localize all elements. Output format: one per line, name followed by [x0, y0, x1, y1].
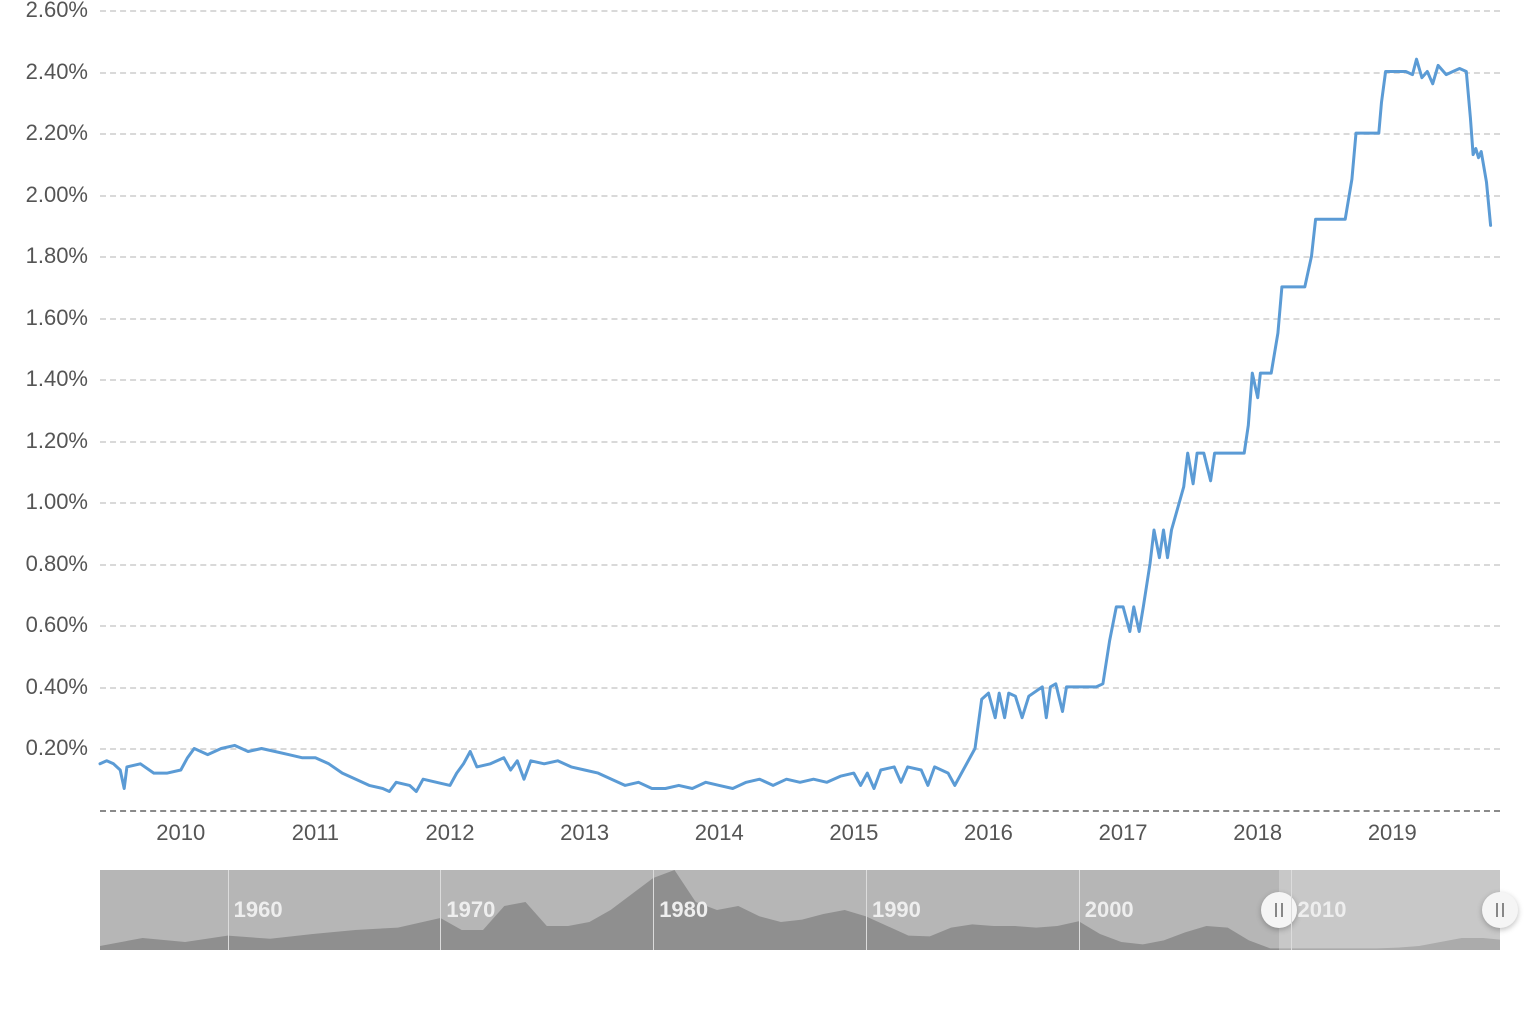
x-tick-label: 2015	[829, 810, 878, 846]
x-tick-label: 2019	[1368, 810, 1417, 846]
navigator-decade-line	[1291, 870, 1292, 950]
navigator-decade-line	[228, 870, 229, 950]
handle-grip-icon	[1275, 903, 1277, 917]
y-tick-label: 2.40%	[26, 59, 100, 85]
handle-grip-icon	[1502, 903, 1504, 917]
navigator-decade-label: 2010	[1297, 897, 1346, 923]
navigator-decade-label: 1970	[446, 897, 495, 923]
y-tick-label: 0.80%	[26, 551, 100, 577]
y-tick-label: 1.40%	[26, 366, 100, 392]
handle-grip-icon	[1281, 903, 1283, 917]
y-tick-label: 2.00%	[26, 182, 100, 208]
plot-area: 0.20%0.40%0.60%0.80%1.00%1.20%1.40%1.60%…	[100, 10, 1500, 810]
chart-container: 0.20% 0.40% 0.60% 0.80% 1.00% 1.20% 1.40% 1.60%…	[0, 0, 1525, 1027]
navigator-decade-line	[440, 870, 441, 950]
y-tick-label: 0.60%	[26, 612, 100, 638]
x-tick-label: 2010	[156, 810, 205, 846]
x-tick-label: 2018	[1233, 810, 1282, 846]
navigator-decade-label: 1960	[234, 897, 283, 923]
navigator-decade-line	[653, 870, 654, 950]
navigator-handle-right[interactable]	[1482, 892, 1518, 928]
navigator-decade-label: 1980	[659, 897, 708, 923]
y-tick-label: 1.80%	[26, 243, 100, 269]
x-tick-label: 2013	[560, 810, 609, 846]
navigator-decade-line	[1079, 870, 1080, 950]
x-tick-label: 2014	[695, 810, 744, 846]
navigator-decade-label: 1990	[872, 897, 921, 923]
y-tick-label: 0.40%	[26, 674, 100, 700]
range-navigator[interactable]: 1960 1970 1980 1990 2000 2010	[100, 870, 1500, 950]
y-tick-label: 0.20%	[26, 735, 100, 761]
x-tick-label: 2016	[964, 810, 1013, 846]
y-tick-label: 2.20%	[26, 120, 100, 146]
x-tick-label: 2012	[426, 810, 475, 846]
y-tick-label: 1.60%	[26, 305, 100, 331]
y-tick-label: 2.60%	[26, 0, 100, 23]
series-line	[100, 59, 1491, 791]
y-tick-label: 1.20%	[26, 428, 100, 454]
x-tick-label: 2017	[1099, 810, 1148, 846]
handle-grip-icon	[1496, 903, 1498, 917]
navigator-decade-label: 2000	[1085, 897, 1134, 923]
navigator-decade-line	[866, 870, 867, 950]
y-tick-label: 1.00%	[26, 489, 100, 515]
x-tick-label: 2011	[292, 810, 339, 846]
line-series-svg	[100, 10, 1500, 810]
